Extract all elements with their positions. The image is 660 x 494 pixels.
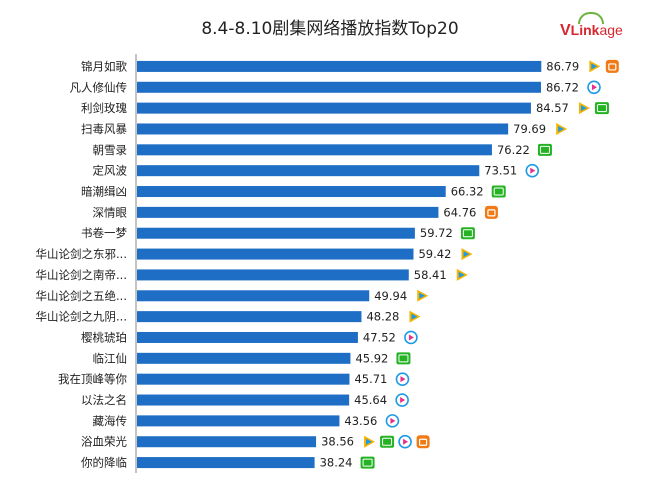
bar [137,457,315,469]
category-label: 暗潮缉凶 [81,185,127,199]
bar [137,102,531,114]
tencent-video-icon-inner [591,63,598,70]
iqiyi-icon-screen [493,187,504,196]
category-label: 定风波 [93,164,128,178]
category-label: 华山论剑之九阴... [36,310,127,324]
value-label: 45.71 [354,372,387,386]
value-label: 59.72 [420,226,453,240]
youku-icon-play [400,376,406,383]
category-label: 凡人修仙传 [70,80,128,94]
value-label: 45.92 [355,351,388,365]
mgtv-icon [605,59,619,73]
value-label: 45.64 [354,393,387,407]
tencent-video-icon-inner [411,313,418,320]
category-label: 临江仙 [93,351,128,365]
value-label: 84.57 [536,101,569,115]
category-label: 樱桃琥珀 [81,330,127,344]
category-label: 华山论剑之东邪... [36,247,127,261]
value-label: 58.41 [414,268,447,282]
bar [137,144,492,156]
value-label: 49.94 [374,289,407,303]
mgtv-icon-tv [418,438,428,446]
bar [137,394,350,406]
category-label: 你的降临 [81,456,127,470]
mgtv-icon-tv [487,209,496,217]
bar [137,311,362,323]
bar [137,60,542,72]
value-label: 43.56 [344,414,377,428]
category-label: 华山论剑之五绝... [36,289,127,303]
bar [137,373,350,385]
value-label: 79.69 [513,122,546,136]
iqiyi-icon-screen [539,145,550,154]
category-label: 朝雪录 [93,143,128,157]
iqiyi-icon-screen [596,104,607,113]
category-label: 扫毒风暴 [81,122,127,136]
bar [137,248,414,260]
category-label: 深情眼 [93,205,128,219]
youku-icon-play [403,438,409,445]
iqiyi-icon-screen [462,229,473,238]
category-label: 利剑玫瑰 [81,101,127,115]
tencent-video-icon-inner [463,251,470,258]
bar [137,331,358,343]
mgtv-icon-tv [608,63,617,71]
logo-v: V [560,22,571,39]
category-label: 书卷一梦 [81,226,127,240]
bar [137,165,480,177]
bar [137,227,415,239]
value-label: 47.52 [363,330,396,344]
youku-icon-play [400,397,406,404]
value-label: 76.22 [497,143,530,157]
bar [137,206,439,218]
tencent-video-icon-inner [419,292,426,299]
chart-title: 8.4-8.10剧集网络播放指数Top20 [201,19,459,39]
bar [137,415,340,427]
youku-icon-play [390,417,396,424]
tencent-video-icon-inner [366,438,373,445]
value-label: 38.56 [321,435,354,449]
youku-icon-play [530,167,536,174]
value-label: 66.32 [451,185,484,199]
bar [137,269,409,281]
tencent-video-icon-inner [558,125,565,132]
logo-age: age [599,22,623,38]
category-label: 藏海传 [93,414,128,428]
mgtv-icon [416,435,430,449]
youku-icon-play [591,84,597,91]
bar [137,186,446,198]
value-label: 64.76 [443,205,476,219]
tencent-video-icon-inner [458,271,465,278]
category-label: 以法之名 [81,393,127,407]
category-label: 我在顶峰等你 [58,372,127,386]
category-label: 浴血荣光 [81,435,127,449]
value-label: 86.72 [546,80,579,94]
value-label: 86.79 [546,59,579,73]
value-label: 59.42 [418,247,451,261]
category-label: 锦月如歌 [81,59,127,73]
iqiyi-icon-screen [398,354,409,363]
bar [137,352,351,364]
tencent-video-icon-inner [580,105,587,112]
category-label: 华山论剑之南帝... [36,268,127,282]
logo-link: Link [570,22,600,38]
bar [137,290,370,302]
bar [137,81,541,93]
bar [137,123,509,135]
value-label: 73.51 [484,164,517,178]
mgtv-icon [484,205,498,219]
iqiyi-icon-screen [382,437,393,446]
iqiyi-icon-screen [362,458,373,467]
value-label: 48.28 [366,310,399,324]
youku-icon-play [408,334,414,341]
value-label: 38.24 [320,456,353,470]
bar [137,436,317,448]
